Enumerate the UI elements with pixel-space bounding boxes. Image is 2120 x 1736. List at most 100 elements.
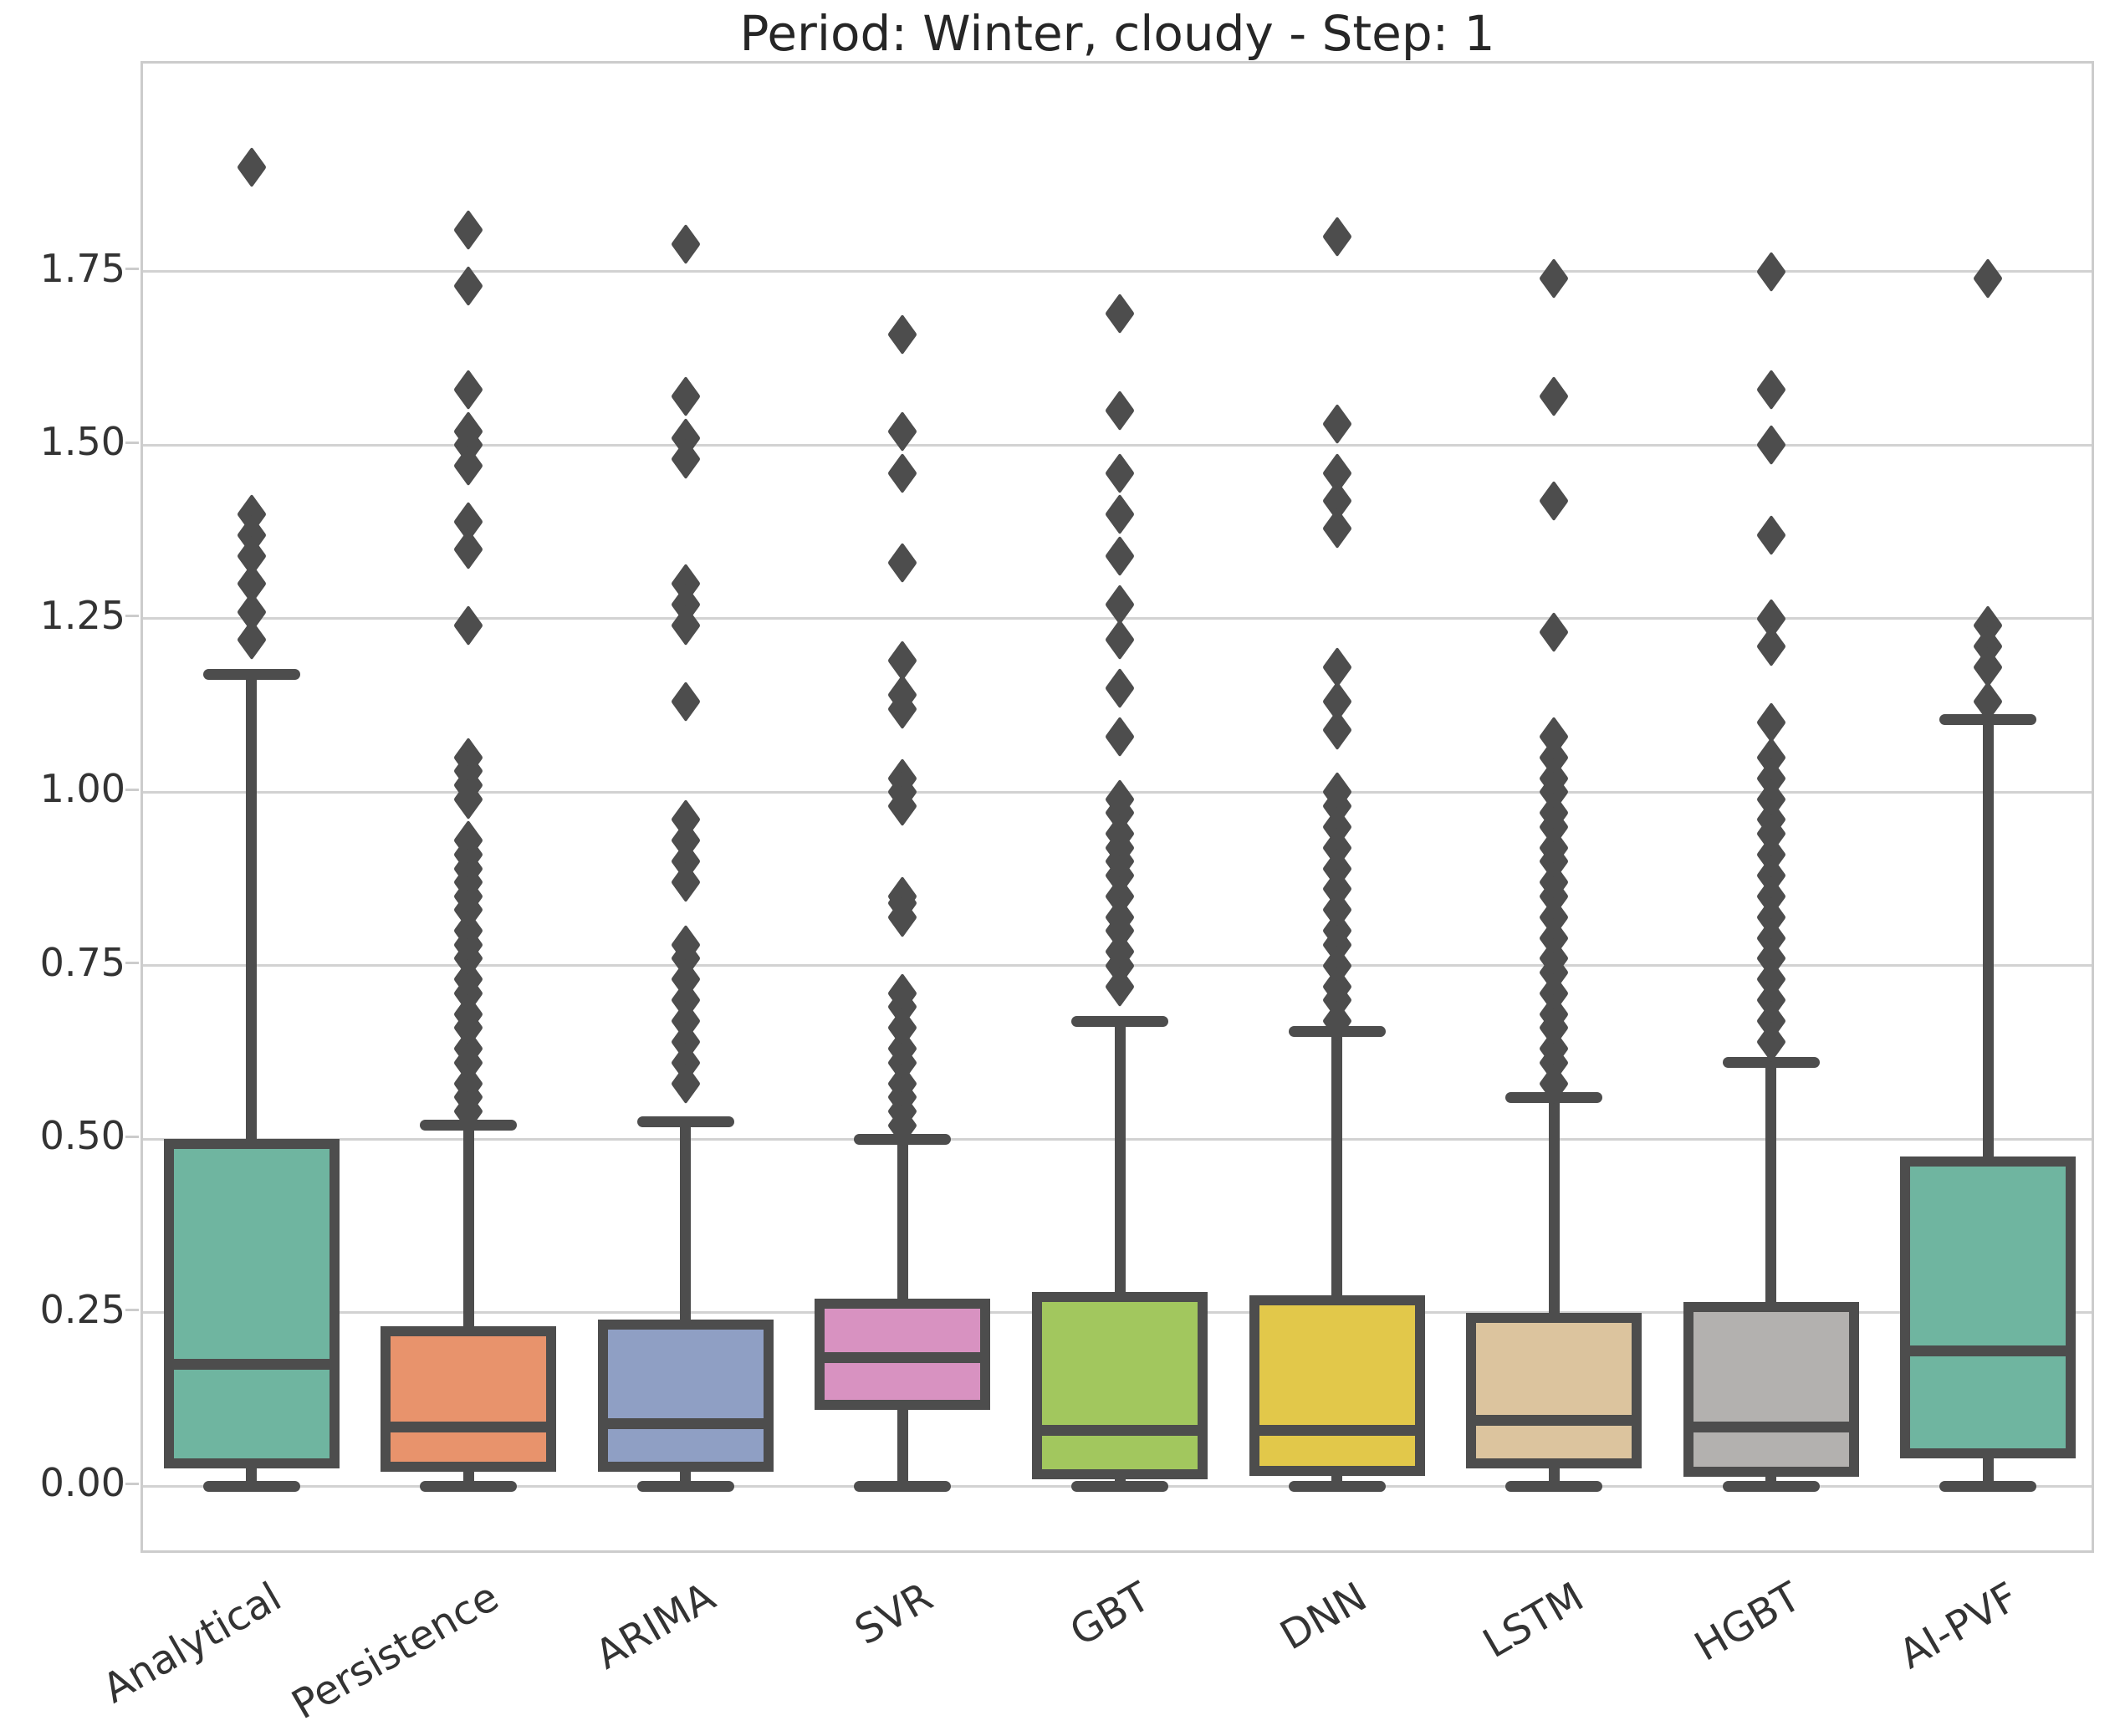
y-tick-mark bbox=[125, 268, 139, 271]
y-tick-label: 1.75 bbox=[39, 245, 125, 291]
y-tick-mark bbox=[125, 1135, 139, 1138]
median-line bbox=[820, 1352, 986, 1364]
outlier-diamond bbox=[453, 528, 484, 570]
y-tick-mark bbox=[125, 615, 139, 618]
upper-whisker-cap bbox=[1722, 1057, 1820, 1069]
outlier-diamond bbox=[1755, 369, 1786, 411]
y-tick-label: 1.50 bbox=[39, 419, 125, 465]
upper-whisker bbox=[1982, 719, 1994, 1156]
outlier-diamond bbox=[1321, 709, 1352, 750]
y-tick-label: 0.75 bbox=[39, 939, 125, 985]
outlier-diamond bbox=[1105, 390, 1135, 431]
outlier-diamond bbox=[1105, 452, 1135, 493]
lower-whisker-cap bbox=[1505, 1480, 1603, 1492]
upper-whisker bbox=[680, 1121, 692, 1320]
outlier-diamond bbox=[1105, 493, 1135, 535]
x-tick-label-SVR: SVR bbox=[846, 1573, 941, 1655]
box-AI-PVF bbox=[1900, 1156, 2077, 1458]
lower-whisker bbox=[1982, 1458, 1994, 1487]
outlier-diamond bbox=[671, 223, 701, 265]
outlier-diamond bbox=[1321, 217, 1352, 258]
outlier-diamond bbox=[1105, 535, 1135, 577]
lower-whisker-cap bbox=[1722, 1480, 1820, 1492]
outlier-diamond bbox=[1321, 404, 1352, 445]
gridline bbox=[143, 270, 2092, 273]
upper-whisker-cap bbox=[636, 1116, 734, 1127]
y-tick-mark bbox=[125, 788, 139, 791]
y-tick-label: 1.00 bbox=[39, 766, 125, 812]
median-line bbox=[1471, 1414, 1637, 1426]
y-tick-label: 0.50 bbox=[39, 1113, 125, 1159]
upper-whisker bbox=[897, 1139, 908, 1299]
outlier-diamond bbox=[1321, 508, 1352, 549]
lower-whisker-cap bbox=[854, 1480, 952, 1492]
plot-area bbox=[140, 61, 2094, 1553]
outlier-diamond bbox=[1105, 716, 1135, 758]
outlier-diamond bbox=[1539, 480, 1569, 522]
box-DNN bbox=[1249, 1294, 1425, 1476]
box-LSTM bbox=[1466, 1312, 1642, 1469]
y-tick-label: 0.25 bbox=[39, 1286, 125, 1332]
upper-whisker bbox=[246, 674, 258, 1140]
y-tick-mark bbox=[125, 1482, 139, 1485]
outlier-diamond bbox=[671, 681, 701, 722]
lower-whisker-cap bbox=[636, 1480, 734, 1492]
box-HGBT bbox=[1683, 1302, 1859, 1478]
outlier-diamond bbox=[1755, 424, 1786, 466]
median-line bbox=[1037, 1425, 1203, 1437]
median-line bbox=[1905, 1345, 2071, 1356]
box-ARIMA bbox=[597, 1319, 774, 1473]
outlier-diamond bbox=[1539, 258, 1569, 299]
outlier-diamond bbox=[1105, 667, 1135, 709]
gridline bbox=[143, 443, 2092, 447]
upper-whisker-cap bbox=[1071, 1015, 1168, 1027]
x-tick-label-LSTM: LSTM bbox=[1475, 1573, 1592, 1668]
outlier-diamond bbox=[1755, 251, 1786, 293]
y-tick-label: 1.25 bbox=[39, 592, 125, 638]
x-tick-label-Persistence: Persistence bbox=[284, 1573, 507, 1729]
outlier-diamond bbox=[1755, 514, 1786, 556]
outlier-diamond bbox=[237, 147, 267, 188]
outlier-diamond bbox=[1105, 293, 1135, 334]
box-Analytical bbox=[163, 1139, 340, 1469]
upper-whisker bbox=[1114, 1021, 1126, 1292]
outlier-diamond bbox=[237, 619, 267, 661]
median-line bbox=[1254, 1425, 1420, 1437]
lower-whisker-cap bbox=[1288, 1480, 1386, 1492]
outlier-diamond bbox=[453, 209, 484, 251]
outlier-diamond bbox=[1105, 619, 1135, 661]
outlier-diamond bbox=[1973, 258, 2003, 299]
upper-whisker bbox=[1765, 1062, 1777, 1303]
box-GBT bbox=[1032, 1291, 1208, 1479]
upper-whisker bbox=[1331, 1031, 1343, 1295]
x-tick-label-HGBT: HGBT bbox=[1687, 1573, 1809, 1671]
upper-whisker bbox=[462, 1125, 474, 1327]
x-tick-label-ARIMA: ARIMA bbox=[588, 1573, 723, 1679]
median-line bbox=[1688, 1421, 1854, 1432]
median-line bbox=[168, 1359, 335, 1371]
lower-whisker-cap bbox=[1939, 1480, 2037, 1492]
lower-whisker bbox=[897, 1409, 908, 1486]
y-tick-mark bbox=[125, 441, 139, 444]
x-tick-label-Analytical: Analytical bbox=[95, 1573, 289, 1713]
outlier-diamond bbox=[1539, 375, 1569, 417]
y-tick-mark bbox=[125, 962, 139, 965]
lower-whisker-cap bbox=[420, 1480, 518, 1492]
outlier-diamond bbox=[887, 314, 918, 355]
upper-whisker bbox=[1548, 1097, 1560, 1313]
x-tick-label-AI-PVF: AI-PVF bbox=[1891, 1573, 2026, 1678]
lower-whisker-cap bbox=[202, 1480, 300, 1492]
outlier-diamond bbox=[453, 605, 484, 646]
y-tick-mark bbox=[125, 1309, 139, 1312]
outlier-diamond bbox=[671, 375, 701, 417]
y-tick-label: 0.00 bbox=[39, 1460, 125, 1506]
box-Persistence bbox=[381, 1326, 557, 1473]
chart-title: Period: Winter, cloudy - Step: 1 bbox=[739, 5, 1495, 62]
lower-whisker-cap bbox=[1071, 1480, 1168, 1492]
median-line bbox=[602, 1417, 769, 1429]
outlier-diamond bbox=[887, 452, 918, 493]
outlier-diamond bbox=[887, 543, 918, 584]
outlier-diamond bbox=[1755, 625, 1786, 667]
x-tick-label-DNN: DNN bbox=[1272, 1573, 1375, 1660]
